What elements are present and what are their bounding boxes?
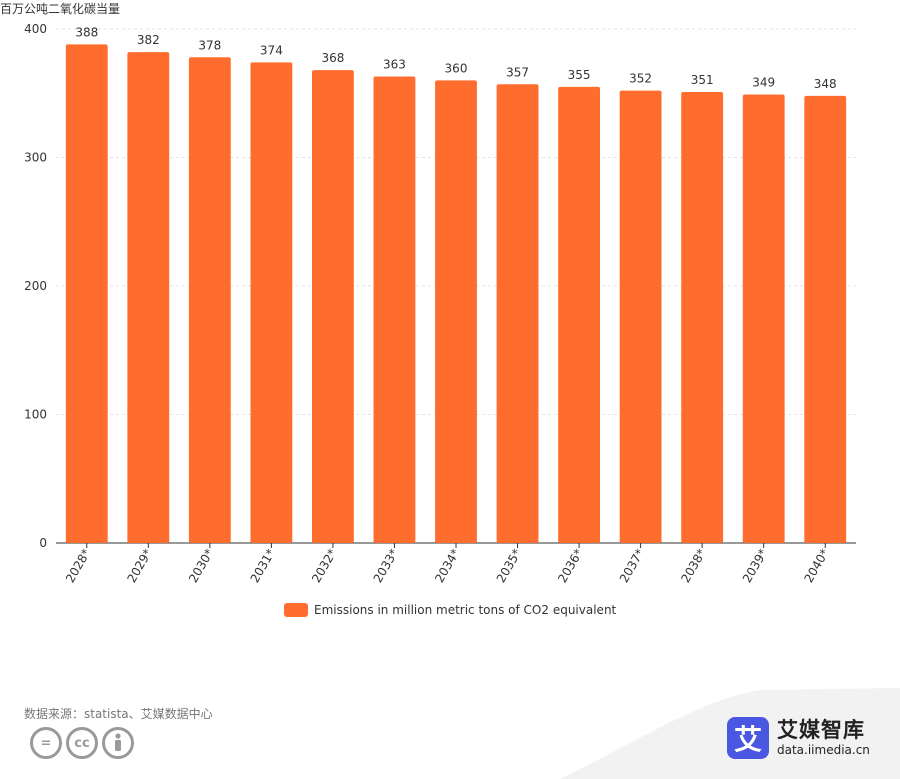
bar-value-label: 388 — [75, 25, 98, 39]
bar-value-label: 368 — [321, 51, 344, 65]
y-tick-label: 0 — [39, 536, 47, 550]
bar-chart: 0 100 200 300 400 388 2028* 382 2029* 378 2030* 374… — [24, 22, 856, 586]
bar — [558, 86, 600, 543]
bar-value-label: 349 — [752, 76, 775, 90]
by-icon — [102, 727, 134, 759]
brand-name: 艾媒智库 — [777, 718, 865, 742]
x-tick-label: 2039* — [740, 547, 770, 586]
equal-icon: = — [30, 727, 62, 759]
x-tick-label: 2040* — [801, 547, 831, 586]
x-tick-label: 2033* — [371, 547, 401, 586]
brand-url: data.iimedia.cn — [777, 743, 870, 757]
bar — [435, 80, 477, 544]
x-tick-label: 2034* — [432, 547, 462, 586]
license-icons: = cc — [30, 727, 134, 759]
brand-logo-icon: 艾 — [727, 717, 769, 759]
x-tick-label: 2032* — [309, 547, 339, 586]
bar — [742, 94, 785, 543]
x-tick-label: 2031* — [248, 547, 278, 586]
y-tick-label: 400 — [24, 22, 47, 36]
bar — [65, 44, 108, 544]
x-tick-label: 2037* — [617, 547, 647, 586]
bar-value-label: 378 — [198, 38, 221, 52]
bar-value-label: 355 — [568, 68, 591, 82]
bar — [681, 91, 724, 543]
bar — [619, 90, 662, 544]
x-tick-label: 2028* — [63, 547, 93, 586]
legend-label: Emissions in million metric tons of CO2 … — [314, 603, 617, 617]
y-tick-label: 300 — [24, 151, 47, 165]
x-tick-label: 2036* — [555, 547, 585, 586]
brand-mark[interactable]: 艾 艾媒智库 data.iimedia.cn — [727, 717, 870, 759]
bar — [188, 57, 231, 544]
bar — [496, 84, 539, 543]
cc-icon: cc — [66, 727, 98, 759]
bar — [312, 70, 354, 544]
x-tick-label: 2035* — [494, 547, 524, 586]
legend-swatch — [284, 603, 308, 617]
bar-value-label: 357 — [506, 65, 529, 79]
chart-legend[interactable]: Emissions in million metric tons of CO2 … — [284, 603, 616, 617]
bar-value-label: 363 — [383, 58, 406, 72]
bar — [373, 76, 416, 544]
bar — [127, 52, 170, 543]
bar-value-label: 348 — [814, 77, 837, 91]
bar — [250, 62, 293, 543]
bar — [804, 95, 847, 543]
bar-value-label: 351 — [691, 73, 714, 87]
x-tick-label: 2038* — [678, 547, 708, 586]
y-axis-unit-label: 百万公吨二氧化碳当量 — [0, 2, 121, 16]
x-tick-label: 2030* — [186, 547, 216, 586]
bar-value-label: 374 — [260, 43, 283, 57]
bar-value-label: 360 — [445, 61, 468, 75]
bar-value-label: 352 — [629, 72, 652, 86]
x-tick-label: 2029* — [125, 547, 155, 586]
y-tick-label: 100 — [24, 408, 47, 422]
y-tick-label: 200 — [24, 279, 47, 293]
bar-value-label: 382 — [137, 33, 160, 47]
data-source-note: 数据来源：statista、艾媒数据中心 — [24, 707, 213, 721]
